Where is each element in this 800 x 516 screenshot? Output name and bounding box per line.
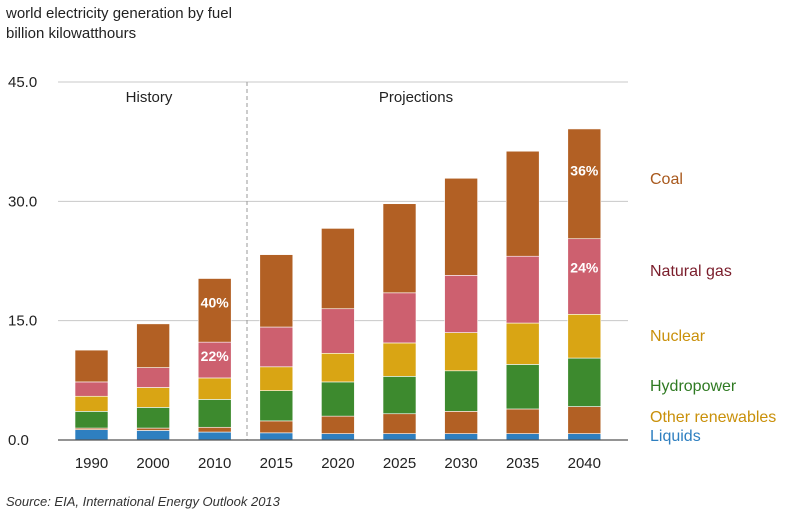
title-line-2: billion kilowatthours — [6, 25, 137, 42]
bar-segment-nuclear — [321, 352, 355, 383]
history-label: History — [126, 89, 173, 106]
bar-segment-nuclear — [505, 322, 540, 365]
bar-segment-coal — [259, 254, 294, 328]
bar-segment-liquids — [321, 433, 355, 441]
bar-segment-liquids — [136, 430, 170, 441]
bar-segment-coal — [197, 278, 232, 343]
bar-segment-liquids — [74, 429, 109, 441]
source-note: Source: EIA, International Energy Outloo… — [6, 494, 280, 509]
bar-segment-nuclear — [382, 342, 417, 377]
bar-segment-hydropower — [136, 407, 170, 429]
y-tick-label: 30.0 — [8, 193, 37, 210]
bar-segment-other-renewables — [382, 413, 417, 434]
x-tick-label: 2010 — [198, 455, 231, 472]
legend-item: Hydropower — [650, 378, 737, 395]
share-label: 22% — [201, 348, 230, 364]
x-tick-label: 2015 — [260, 455, 293, 472]
bar-segment-natural-gas — [505, 255, 540, 324]
x-tick-label: 2030 — [444, 455, 477, 472]
bar-segment-other-renewables — [259, 420, 294, 434]
bar-segment-nuclear — [567, 314, 602, 359]
bar-segment-liquids — [197, 431, 232, 441]
bar-segment-liquids — [444, 433, 478, 441]
x-tick-label: 2025 — [383, 455, 416, 472]
bar-segment-natural-gas — [136, 367, 170, 388]
share-label: 36% — [570, 163, 599, 179]
share-label: 24% — [570, 259, 599, 275]
bar-segment-hydropower — [259, 390, 294, 422]
y-tick-label: 0.0 — [8, 432, 29, 449]
bar-segment-hydropower — [321, 381, 355, 417]
bar-segment-nuclear — [444, 332, 478, 372]
legend: Coal Natural gas Nuclear Hydropower Other re… — [650, 171, 776, 445]
bar-segment-nuclear — [259, 366, 294, 391]
x-tick-label: 2035 — [506, 455, 539, 472]
y-tick-label: 45.0 — [8, 74, 37, 91]
bar-segment-natural-gas — [321, 308, 355, 354]
bar-segment-other-renewables — [567, 406, 602, 434]
bar-segment-nuclear — [74, 395, 109, 412]
bar-segment-hydropower — [444, 370, 478, 412]
bar-segment-liquids — [259, 432, 294, 441]
legend-item: Natural gas — [650, 263, 732, 280]
bar-segment-natural-gas — [444, 275, 478, 333]
x-tick-label: 2000 — [136, 455, 169, 472]
bars — [74, 128, 602, 441]
bar-segment-coal — [136, 323, 170, 368]
axes: 0.0 15.0 30.0 45.0 1990 2000 2010 2015 2020 2025 2… — [8, 74, 628, 472]
bar-segment-nuclear — [197, 377, 232, 400]
bar-segment-other-renewables — [321, 415, 355, 434]
bar-segment-nuclear — [136, 387, 170, 408]
x-tick-label: 2040 — [568, 455, 601, 472]
bar-segment-natural-gas — [197, 341, 232, 379]
legend-item: Nuclear — [650, 328, 706, 345]
bar-segment-liquids — [567, 433, 602, 441]
bar-segment-natural-gas — [259, 326, 294, 368]
legend-item: Other renewables — [650, 409, 776, 426]
bar-segment-liquids — [505, 433, 540, 441]
bar-segment-natural-gas — [567, 238, 602, 315]
bar-segment-hydropower — [505, 364, 540, 410]
legend-item: Coal — [650, 171, 683, 188]
bar-segment-other-renewables — [444, 411, 478, 434]
bar-segment-coal — [444, 177, 478, 276]
bar-segment-liquids — [382, 433, 417, 441]
bar-segment-coal — [505, 150, 540, 257]
bar-segment-natural-gas — [382, 292, 417, 344]
bar-segment-other-renewables — [136, 427, 170, 431]
chart-title: world electricity generation by fuel bil… — [6, 4, 232, 44]
bar-segment-coal — [321, 228, 355, 310]
legend-item: Liquids — [650, 428, 701, 445]
bar-segment-hydropower — [74, 411, 109, 429]
segment-labels: 40% 22% 36% 24% — [201, 163, 599, 364]
share-label: 40% — [201, 295, 230, 311]
y-tick-label: 15.0 — [8, 313, 37, 330]
bar-segment-coal — [74, 349, 109, 383]
bar-segment-other-renewables — [197, 426, 232, 433]
projections-label: Projections — [379, 89, 453, 106]
bar-segment-other-renewables — [505, 408, 540, 434]
period-markers: History Projections — [126, 82, 453, 440]
bar-segment-coal — [567, 128, 602, 240]
bar-segment-coal — [382, 203, 417, 294]
bar-segment-hydropower — [197, 399, 232, 428]
x-tick-label: 2020 — [321, 455, 354, 472]
bar-segment-hydropower — [567, 357, 602, 407]
x-tick-label: 1990 — [75, 455, 108, 472]
bar-segment-natural-gas — [74, 381, 109, 397]
title-line-1: world electricity generation by fuel — [6, 5, 232, 22]
bar-segment-hydropower — [382, 376, 417, 415]
